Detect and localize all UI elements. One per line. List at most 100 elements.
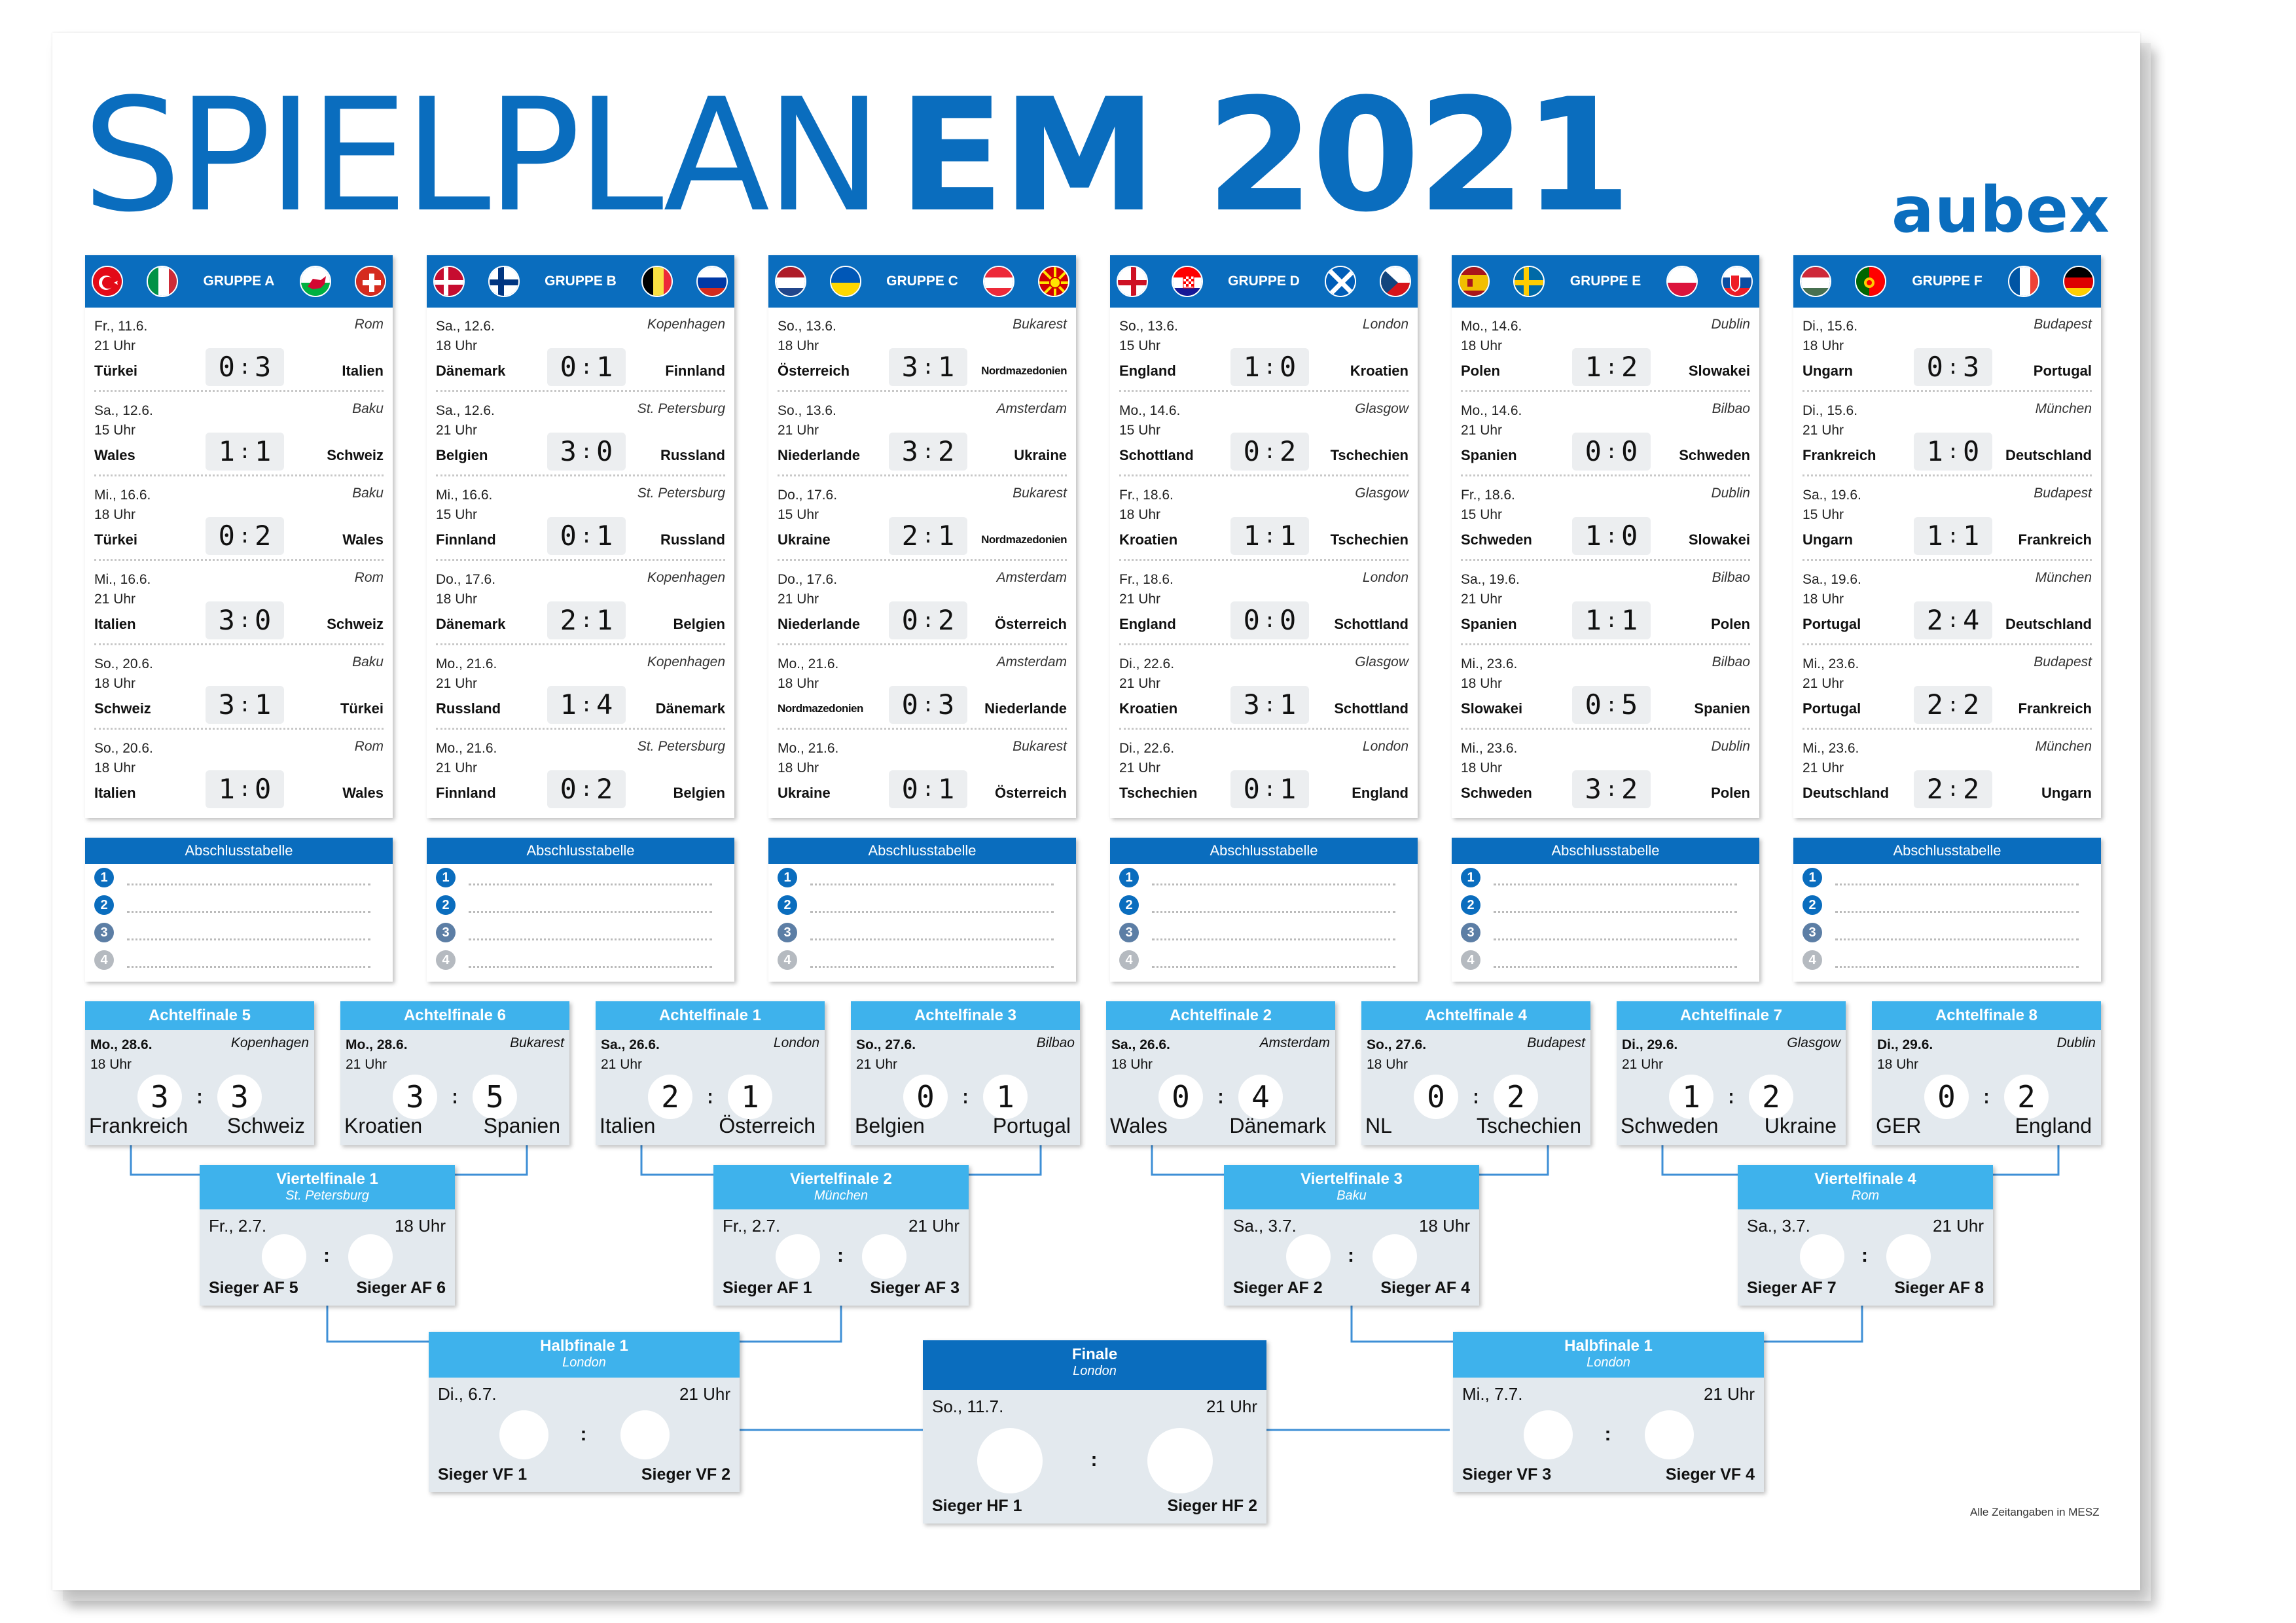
away-team: Ungarn	[2041, 785, 2092, 801]
table-row[interactable]: 1	[778, 864, 1067, 891]
score-display[interactable]: 3:3	[85, 1075, 314, 1119]
score-display[interactable]: 3:5	[340, 1075, 569, 1119]
table-row[interactable]: 4	[1119, 946, 1408, 974]
match-row: Di., 15.6. 21 Uhr München Frankreich Deutsch…	[1803, 392, 2092, 476]
away-score-circle[interactable]	[1372, 1234, 1417, 1279]
score-display[interactable]: 0:2	[1361, 1075, 1590, 1119]
ukraine-flag-icon	[830, 266, 861, 297]
score-box[interactable]: 0:2	[206, 517, 284, 555]
match-time: 21 Uhr	[778, 592, 819, 607]
score-box[interactable]: 1:4	[547, 686, 626, 724]
table-row[interactable]: 3	[778, 919, 1067, 946]
table-row[interactable]: 3	[94, 919, 384, 946]
score-box[interactable]: 0:1	[547, 348, 626, 386]
away-goals: 0	[1280, 351, 1297, 383]
score-box[interactable]: 3:1	[889, 348, 967, 386]
score-box[interactable]: 0:2	[889, 601, 967, 639]
score-box[interactable]: 1:2	[1572, 348, 1651, 386]
score-box[interactable]: 1:0	[1572, 517, 1651, 555]
table-row[interactable]: 4	[1461, 946, 1750, 974]
table-row[interactable]: 1	[436, 864, 725, 891]
score-box[interactable]: 0:0	[1572, 433, 1651, 471]
score-box[interactable]: 0:0	[1230, 601, 1309, 639]
score-box[interactable]: 1:1	[1572, 601, 1651, 639]
table-row[interactable]: 2	[1803, 891, 2092, 919]
score-box[interactable]: 1:0	[1914, 433, 1992, 471]
score-box[interactable]: 2:1	[547, 601, 626, 639]
home-score-circle[interactable]	[262, 1234, 306, 1279]
score-box[interactable]: 3:0	[547, 433, 626, 471]
away-team: Kroatien	[1350, 363, 1408, 379]
score-box[interactable]: 3:1	[1230, 686, 1309, 724]
score-box[interactable]: 3:0	[206, 601, 284, 639]
match-time: 18 Uhr	[1418, 1216, 1470, 1236]
score-box[interactable]: 1:0	[1230, 348, 1309, 386]
table-row[interactable]: 1	[94, 864, 384, 891]
score-display[interactable]: 0:2	[1872, 1075, 2101, 1119]
score-box[interactable]: 2:2	[1914, 770, 1992, 808]
home-score-circle[interactable]	[977, 1428, 1043, 1493]
score-box[interactable]: 0:2	[1230, 433, 1309, 471]
home-score-circle[interactable]	[1286, 1234, 1331, 1279]
table-row[interactable]: 1	[1119, 864, 1408, 891]
round-title: Achtelfinale 2	[1106, 1001, 1335, 1030]
table-row[interactable]: 4	[94, 946, 384, 974]
score-box[interactable]: 3:1	[206, 686, 284, 724]
score-box[interactable]: 2:1	[889, 517, 967, 555]
score-box[interactable]: 3:2	[889, 433, 967, 471]
away-slot-label: Sieger AF 8	[1894, 1279, 1984, 1297]
score-box[interactable]: 0:3	[889, 686, 967, 724]
score-display[interactable]: 1:2	[1617, 1075, 1846, 1119]
score-box[interactable]: 1:1	[1914, 517, 1992, 555]
score-box[interactable]: 1:0	[206, 770, 284, 808]
score-box[interactable]: 2:2	[1914, 686, 1992, 724]
score-box[interactable]: 1:1	[1230, 517, 1309, 555]
table-row[interactable]: 1	[1461, 864, 1750, 891]
score-box[interactable]: 0:5	[1572, 686, 1651, 724]
table-row[interactable]: 3	[436, 919, 725, 946]
table-row[interactable]: 3	[1119, 919, 1408, 946]
table-row[interactable]: 4	[1803, 946, 2092, 974]
away-team: England	[1352, 785, 1408, 801]
home-score-circle[interactable]	[1800, 1234, 1844, 1279]
away-score-circle[interactable]	[348, 1234, 393, 1279]
away-score-circle[interactable]	[1147, 1428, 1213, 1493]
away-score-circle[interactable]	[620, 1410, 670, 1459]
away-slot-label: Sieger AF 3	[870, 1279, 960, 1297]
table-row[interactable]: 4	[436, 946, 725, 974]
score-display[interactable]: 0:4	[1106, 1075, 1335, 1119]
away-team: England	[2015, 1114, 2092, 1137]
score-box[interactable]: 2:4	[1914, 601, 1992, 639]
table-row[interactable]: 2	[778, 891, 1067, 919]
score-box[interactable]: 3:2	[1572, 770, 1651, 808]
table-row[interactable]: 3	[1803, 919, 2092, 946]
table-row[interactable]: 2	[1461, 891, 1750, 919]
match-day: Fr., 18.6.	[1461, 488, 1515, 503]
away-score-circle[interactable]	[862, 1234, 906, 1279]
score-box[interactable]: 0:2	[547, 770, 626, 808]
score-display[interactable]: 2:1	[596, 1075, 825, 1119]
score-separator: :	[1946, 609, 1960, 632]
match-venue: München	[2035, 739, 2092, 754]
table-row[interactable]: 4	[778, 946, 1067, 974]
table-row[interactable]: 2	[436, 891, 725, 919]
score-box[interactable]: 0:1	[1230, 770, 1309, 808]
home-score-circle[interactable]	[499, 1410, 548, 1459]
score-box[interactable]: 0:1	[547, 517, 626, 555]
home-score-circle[interactable]	[1523, 1410, 1573, 1459]
score-box[interactable]: 0:3	[206, 348, 284, 386]
table-row[interactable]: 3	[1461, 919, 1750, 946]
away-score-circle[interactable]	[1644, 1410, 1694, 1459]
table-row[interactable]: 2	[1119, 891, 1408, 919]
score-display[interactable]: 0:1	[851, 1075, 1080, 1119]
score-box[interactable]: 0:1	[889, 770, 967, 808]
score-box[interactable]: 1:1	[206, 433, 284, 471]
home-score-circle[interactable]	[776, 1234, 820, 1279]
match-venue: St. Petersburg	[637, 486, 725, 501]
table-row[interactable]: 1	[1803, 864, 2092, 891]
away-goals: 1	[596, 520, 613, 552]
table-row[interactable]: 2	[94, 891, 384, 919]
away-score-circle[interactable]	[1886, 1234, 1931, 1279]
match-date: So., 13.6. 18 Uhr	[778, 317, 882, 356]
score-box[interactable]: 0:3	[1914, 348, 1992, 386]
